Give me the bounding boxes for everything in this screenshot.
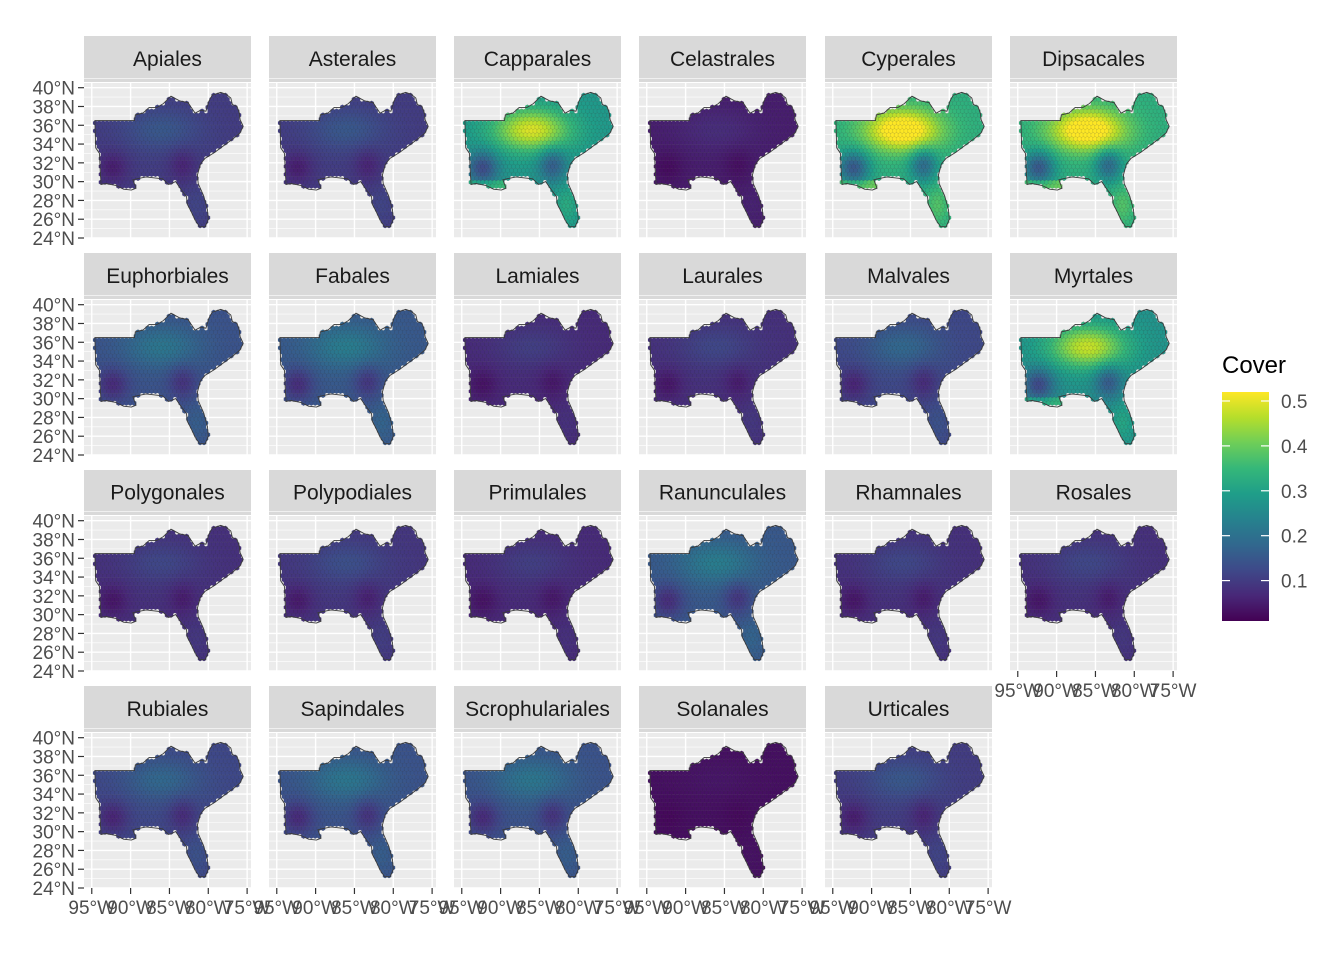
facet-title: Celastrales	[670, 48, 775, 71]
facet-strip	[84, 36, 251, 82]
facet-panel: Euphorbiales 40°N38°N36°N34°N32°N30°N28°N…	[33, 253, 251, 467]
facet-panel: Dipsacales	[1010, 36, 1177, 239]
facet-panel: Capparales	[454, 36, 621, 239]
cover-cell	[191, 179, 197, 185]
cover-cell	[199, 155, 205, 162]
cover-cell	[201, 207, 207, 213]
facet-panel: Cyperales	[825, 36, 992, 239]
y-tick-label: 24°N	[33, 229, 75, 250]
cover-cell	[191, 171, 197, 178]
facet-title: Cyperales	[861, 48, 956, 71]
facet-panels: Apiales 40°N38°N36°N34°N32°N30°N28°N26°N2…	[33, 36, 1197, 919]
y-axis: 40°N38°N36°N34°N32°N30°N28°N26°N24°N	[33, 296, 84, 467]
facet-title: Capparales	[484, 48, 591, 71]
y-tick-label: 24°N	[33, 446, 75, 467]
cover-cell	[203, 211, 209, 217]
facet-title: Apiales	[133, 48, 202, 71]
cover-cell	[228, 136, 234, 142]
facet-title: Asterales	[309, 48, 397, 71]
facet-panel: Fabales	[269, 253, 436, 456]
cover-cells	[92, 92, 244, 229]
facet-title: Euphorbiales	[106, 265, 229, 288]
facet-panel: Celastrales	[639, 36, 806, 239]
facet-title: Dipsacales	[1042, 48, 1145, 71]
facet-panel: Asterales	[269, 36, 436, 239]
facet-panel: Apiales 40°N38°N36°N34°N32°N30°N28°N26°N2…	[33, 36, 251, 250]
facet-title: Fabales	[315, 265, 390, 288]
cover-cell	[193, 167, 199, 174]
y-axis: 40°N38°N36°N34°N32°N30°N28°N26°N24°N	[33, 79, 84, 250]
